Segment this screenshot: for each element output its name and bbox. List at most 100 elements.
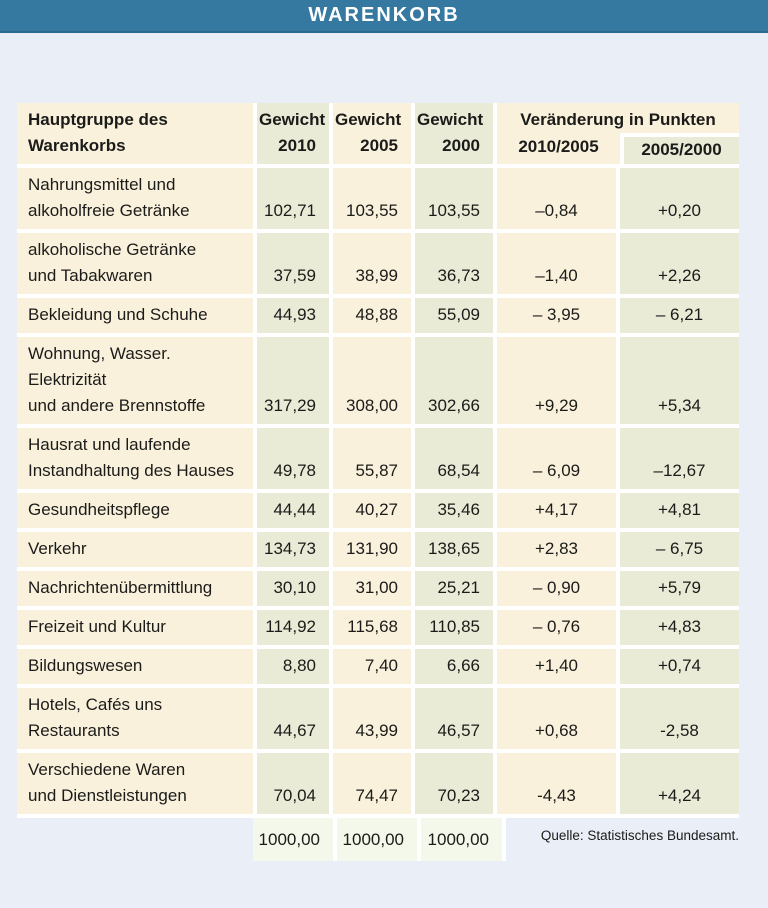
- gewicht-2005-value: 103,55: [333, 168, 415, 233]
- gewicht-2005-value: 40,27: [333, 493, 415, 532]
- row-label-line: Freizeit und Kultur: [28, 617, 166, 636]
- gewicht-2000-value: 138,65: [415, 532, 497, 571]
- row-label: Bekleidung und Schuhe: [17, 298, 257, 337]
- gewicht-2005-value: 48,88: [333, 298, 415, 337]
- gewicht-2010-value: 70,04: [257, 753, 333, 818]
- gewicht-2005-value: 43,99: [333, 688, 415, 753]
- gewicht-2000-value: 46,57: [415, 688, 497, 753]
- change-2010-2005-value: +0,68: [497, 688, 620, 753]
- gewicht-2010-value: 114,92: [257, 610, 333, 649]
- change-2005-2000-value: +4,81: [620, 493, 739, 532]
- change-2010-2005-value: – 0,76: [497, 610, 620, 649]
- gewicht-2000-value: 68,54: [415, 428, 497, 493]
- row-label: alkoholische Getränke und Tabakwaren: [17, 233, 257, 298]
- gewicht-2010-value: 102,71: [257, 168, 333, 233]
- gewicht-2010-value: 317,29: [257, 337, 333, 428]
- row-label-line: Nachrichtenübermittlung: [28, 578, 213, 597]
- header-label-line: 2010: [278, 136, 316, 155]
- row-label: Verschiedene Waren und Dienstleistungen: [17, 753, 257, 818]
- gewicht-2005-value: 115,68: [333, 610, 415, 649]
- row-label-line: Bildungswesen: [28, 656, 143, 675]
- row-label-line: und andere Brennstoffe: [28, 396, 206, 415]
- change-2010-2005-value: – 0,90: [497, 571, 620, 610]
- row-label: Freizeit und Kultur: [17, 610, 257, 649]
- gewicht-2005-value: 131,90: [333, 532, 415, 571]
- row-label: Nahrungsmittel und alkoholfreie Getränke: [17, 168, 257, 233]
- header-label-line: Gewicht: [417, 110, 484, 129]
- gewicht-2005-value: 31,00: [333, 571, 415, 610]
- table-row: Hausrat und laufende Instandhaltung des H…: [17, 428, 739, 493]
- change-2005-2000-value: +2,26: [620, 233, 739, 298]
- change-2010-2005-value: –0,84: [497, 168, 620, 233]
- col-header-veraenderung: Veränderung in Punkten 2010/2005 2005/20…: [497, 103, 739, 168]
- table-row: Bildungswesen 8,80 7,40 6,66 +1,40 +0,74: [17, 649, 739, 688]
- header-row: Hauptgruppe des Warenkorbs Gewicht 2010 …: [17, 103, 739, 168]
- col-header-gewicht-2010: Gewicht 2010: [257, 103, 333, 168]
- row-label-line: Instandhaltung des Hauses: [28, 461, 235, 480]
- gewicht-2000-value: 55,09: [415, 298, 497, 337]
- row-label-line: Wohnung, Wasser. Elektrizität: [28, 344, 171, 389]
- header-label-line: 2000: [442, 136, 480, 155]
- gewicht-2010-value: 44,67: [257, 688, 333, 753]
- gewicht-2000-value: 36,73: [415, 233, 497, 298]
- warenkorb-table: Hauptgruppe des Warenkorbs Gewicht 2010 …: [17, 103, 739, 818]
- header-label-line: Gewicht: [259, 110, 326, 129]
- row-label: Hotels, Cafés uns Restaurants: [17, 688, 257, 753]
- col-header-gewicht-2005: Gewicht 2005: [333, 103, 415, 168]
- gewicht-2005-value: 38,99: [333, 233, 415, 298]
- change-2010-2005-value: +1,40: [497, 649, 620, 688]
- gewicht-2000-value: 6,66: [415, 649, 497, 688]
- change-2010-2005-value: +9,29: [497, 337, 620, 428]
- gewicht-2005-value: 55,87: [333, 428, 415, 493]
- change-2010-2005-value: – 3,95: [497, 298, 620, 337]
- gewicht-2000-value: 110,85: [415, 610, 497, 649]
- content-area: Hauptgruppe des Warenkorbs Gewicht 2010 …: [0, 33, 768, 861]
- change-2005-2000-value: +4,83: [620, 610, 739, 649]
- col-header-gewicht-2000: Gewicht 2000: [415, 103, 497, 168]
- row-label-line: Gesundheitspflege: [28, 500, 170, 519]
- gewicht-2010-value: 37,59: [257, 233, 333, 298]
- gewicht-2010-value: 49,78: [257, 428, 333, 493]
- col-header-2010-2005: 2010/2005: [518, 137, 599, 156]
- row-label-line: und Tabakwaren: [28, 266, 153, 285]
- gewicht-2005-value: 308,00: [333, 337, 415, 428]
- gewicht-2010-value: 44,44: [257, 493, 333, 532]
- table-row: Nahrungsmittel und alkoholfreie Getränke …: [17, 168, 739, 233]
- change-2005-2000-value: +4,24: [620, 753, 739, 818]
- table-row: Wohnung, Wasser. Elektrizität und andere …: [17, 337, 739, 428]
- row-label-line: Hotels, Cafés uns: [28, 695, 163, 714]
- table-row: alkoholische Getränke und Tabakwaren 37,5…: [17, 233, 739, 298]
- row-label-line: und Dienstleistungen: [28, 786, 187, 805]
- change-2005-2000-value: -2,58: [620, 688, 739, 753]
- veraenderung-title: Veränderung in Punkten: [520, 110, 716, 129]
- table-row: Bekleidung und Schuhe 44,93 48,88 55,09 …: [17, 298, 739, 337]
- change-2010-2005-value: +4,17: [497, 493, 620, 532]
- title-bar: WARENKORB: [0, 0, 768, 33]
- col-header-hauptgruppe: Hauptgruppe des Warenkorbs: [17, 103, 257, 168]
- table-row: Gesundheitspflege 44,44 40,27 35,46 +4,1…: [17, 493, 739, 532]
- row-label: Bildungswesen: [17, 649, 257, 688]
- table-row: Nachrichtenübermittlung 30,10 31,00 25,2…: [17, 571, 739, 610]
- change-2005-2000-value: +5,79: [620, 571, 739, 610]
- header-label-line: Gewicht: [335, 110, 402, 129]
- change-2005-2000-value: – 6,75: [620, 532, 739, 571]
- gewicht-2010-value: 30,10: [257, 571, 333, 610]
- row-label: Wohnung, Wasser. Elektrizität und andere …: [17, 337, 257, 428]
- change-2005-2000-value: +0,20: [620, 168, 739, 233]
- header-label-line: 2005: [360, 136, 398, 155]
- page-title: WARENKORB: [308, 4, 460, 26]
- table-row: Hotels, Cafés uns Restaurants 44,67 43,99…: [17, 688, 739, 753]
- row-label-line: Bekleidung und Schuhe: [28, 305, 208, 324]
- source-note: Quelle: Statistisches Bundesamt.: [540, 828, 739, 843]
- total-2005: 1000,00: [337, 818, 421, 861]
- change-2005-2000-value: +5,34: [620, 337, 739, 428]
- row-label: Gesundheitspflege: [17, 493, 257, 532]
- row-label-line: Hausrat und laufende: [28, 435, 191, 454]
- gewicht-2000-value: 25,21: [415, 571, 497, 610]
- change-2010-2005-value: -4,43: [497, 753, 620, 818]
- gewicht-2000-value: 302,66: [415, 337, 497, 428]
- gewicht-2005-value: 74,47: [333, 753, 415, 818]
- gewicht-2000-value: 70,23: [415, 753, 497, 818]
- change-2005-2000-value: – 6,21: [620, 298, 739, 337]
- table-row: Freizeit und Kultur 114,92 115,68 110,85…: [17, 610, 739, 649]
